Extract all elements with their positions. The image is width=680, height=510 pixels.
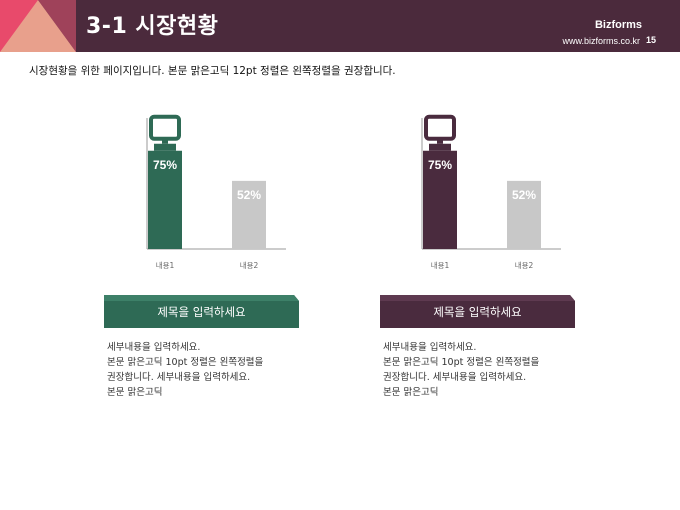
header-triangle-decoration (0, 0, 76, 52)
brand-name: Bizforms (594, 19, 642, 31)
monitor-screen (149, 114, 181, 141)
site-url: www.bizforms.co.kr (562, 36, 640, 46)
data-label: 52% (237, 188, 261, 202)
data-label: 52% (512, 188, 536, 202)
section-heading-right: 제목을 입력하세요 (380, 295, 575, 328)
monitor-stand (429, 143, 451, 151)
section-heading-left: 제목을 입력하세요 (104, 295, 299, 328)
monitor-icon (149, 114, 181, 151)
monitor-neck (437, 138, 443, 144)
bar (423, 150, 457, 249)
chart-left: 75% 내용1 52% 내용2 (100, 110, 300, 280)
page-number: 15 (645, 35, 656, 45)
body-line: 본문 맑은고딕 10pt 정렬은 왼쪽정렬을 (107, 357, 264, 368)
monitor-screen (424, 114, 456, 141)
header-bar: 3-1 시장현황 Bizforms www.bizforms.co.kr 15 (0, 0, 680, 52)
peach-triangle (0, 0, 76, 52)
bar (507, 180, 541, 249)
rose-triangle (38, 0, 76, 52)
category-label: 내용1 (431, 261, 450, 270)
category-label: 내용2 (515, 261, 534, 270)
body-line: 본문 맑은고딕 (107, 387, 163, 398)
body-line: 권장합니다. 세부내용을 입력하세요. (107, 372, 251, 383)
category-label: 내용2 (240, 261, 259, 270)
chart-right-svg: 75% 내용1 52% 내용2 (421, 114, 561, 270)
page-title: 3-1 시장현황 (86, 14, 219, 39)
data-label: 75% (428, 158, 452, 172)
chart-left-svg: 75% 내용1 52% 내용2 (146, 114, 286, 270)
monitor-neck (162, 138, 168, 144)
body-line: 세부내용을 입력하세요. (383, 342, 477, 353)
section-body-right: 세부내용을 입력하세요. 본문 맑은고딕 10pt 정렬은 왼쪽정렬을 권장합니… (383, 340, 539, 400)
category-label: 내용1 (156, 261, 175, 270)
banner-shape-right (380, 295, 575, 328)
bar (148, 150, 182, 249)
body-line: 권장합니다. 세부내용을 입력하세요. (383, 372, 527, 383)
body-line: 본문 맑은고딕 10pt 정렬은 왼쪽정렬을 (383, 357, 540, 368)
section-heading-text: 제목을 입력하세요 (157, 304, 246, 319)
banner-shape-left (104, 295, 299, 328)
intro-text: 시장현황을 위한 페이지입니다. 본문 맑은고딕 12pt 정렬은 왼쪽정렬을 … (29, 65, 396, 77)
bar (232, 180, 266, 249)
chart-right: 75% 내용1 52% 내용2 (375, 110, 575, 280)
body-line: 세부내용을 입력하세요. (107, 342, 201, 353)
section-body-left: 세부내용을 입력하세요. 본문 맑은고딕 10pt 정렬은 왼쪽정렬을 권장합니… (107, 340, 263, 400)
data-label: 75% (153, 158, 177, 172)
body-line: 본문 맑은고딕 (383, 387, 439, 398)
section-heading-text: 제목을 입력하세요 (433, 304, 522, 319)
monitor-stand (154, 143, 176, 151)
monitor-icon (424, 114, 456, 151)
